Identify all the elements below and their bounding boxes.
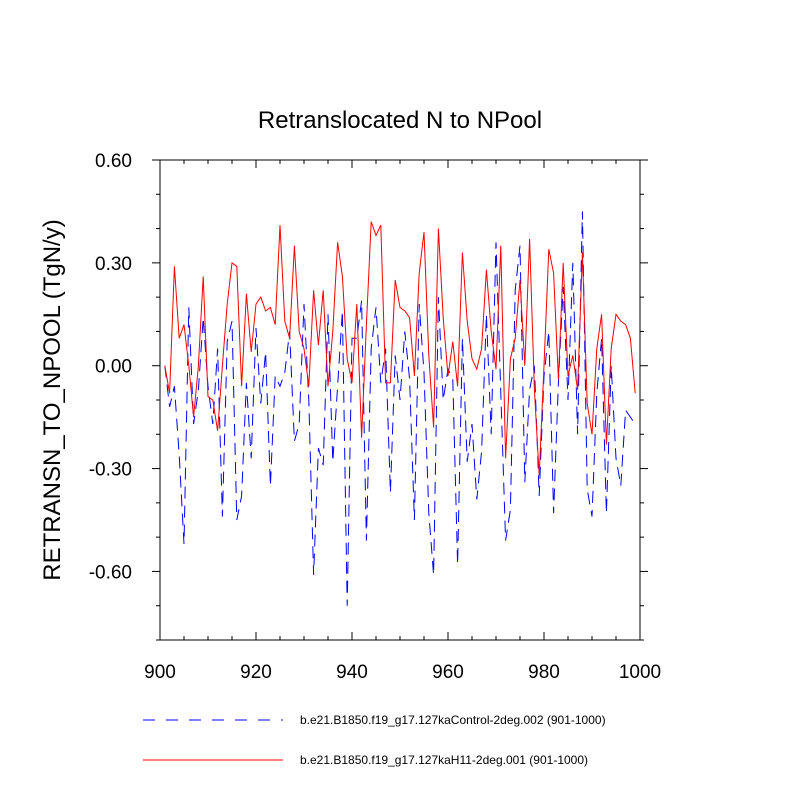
- plot-area: 900 920 940 960 980 1000 0.60 0.30 0.00 -0.30 -0.6…: [89, 151, 661, 683]
- x-tick-label: 980: [528, 662, 560, 683]
- y-axis-label: RETRANSN_TO_NPOOL (TgN/y): [39, 219, 66, 580]
- y-tick-label: 0.00: [95, 357, 132, 378]
- series-line-2: [164, 221, 636, 476]
- x-tick-label: 1000: [619, 662, 661, 683]
- y-tick-label: -0.30: [89, 460, 132, 481]
- legend-label-1: b.e21.B1850.f19_g17.127kaControl-2deg.00…: [300, 713, 606, 727]
- legend-label-2: b.e21.B1850.f19_g17.127kaH11-2deg.001 (9…: [300, 753, 588, 767]
- x-tick-label: 940: [336, 662, 368, 683]
- x-tick-label: 920: [240, 662, 272, 683]
- series-line-1: [164, 211, 636, 606]
- y-tick-label: -0.60: [89, 562, 132, 583]
- y-tick-label: 0.30: [95, 254, 132, 275]
- x-tick-label: 900: [144, 662, 176, 683]
- legend: b.e21.B1850.f19_g17.127kaControl-2deg.00…: [143, 713, 606, 767]
- y-tick-label: 0.60: [95, 151, 132, 172]
- chart-title: Retranslocated N to NPool: [258, 107, 542, 134]
- x-tick-label: 960: [432, 662, 464, 683]
